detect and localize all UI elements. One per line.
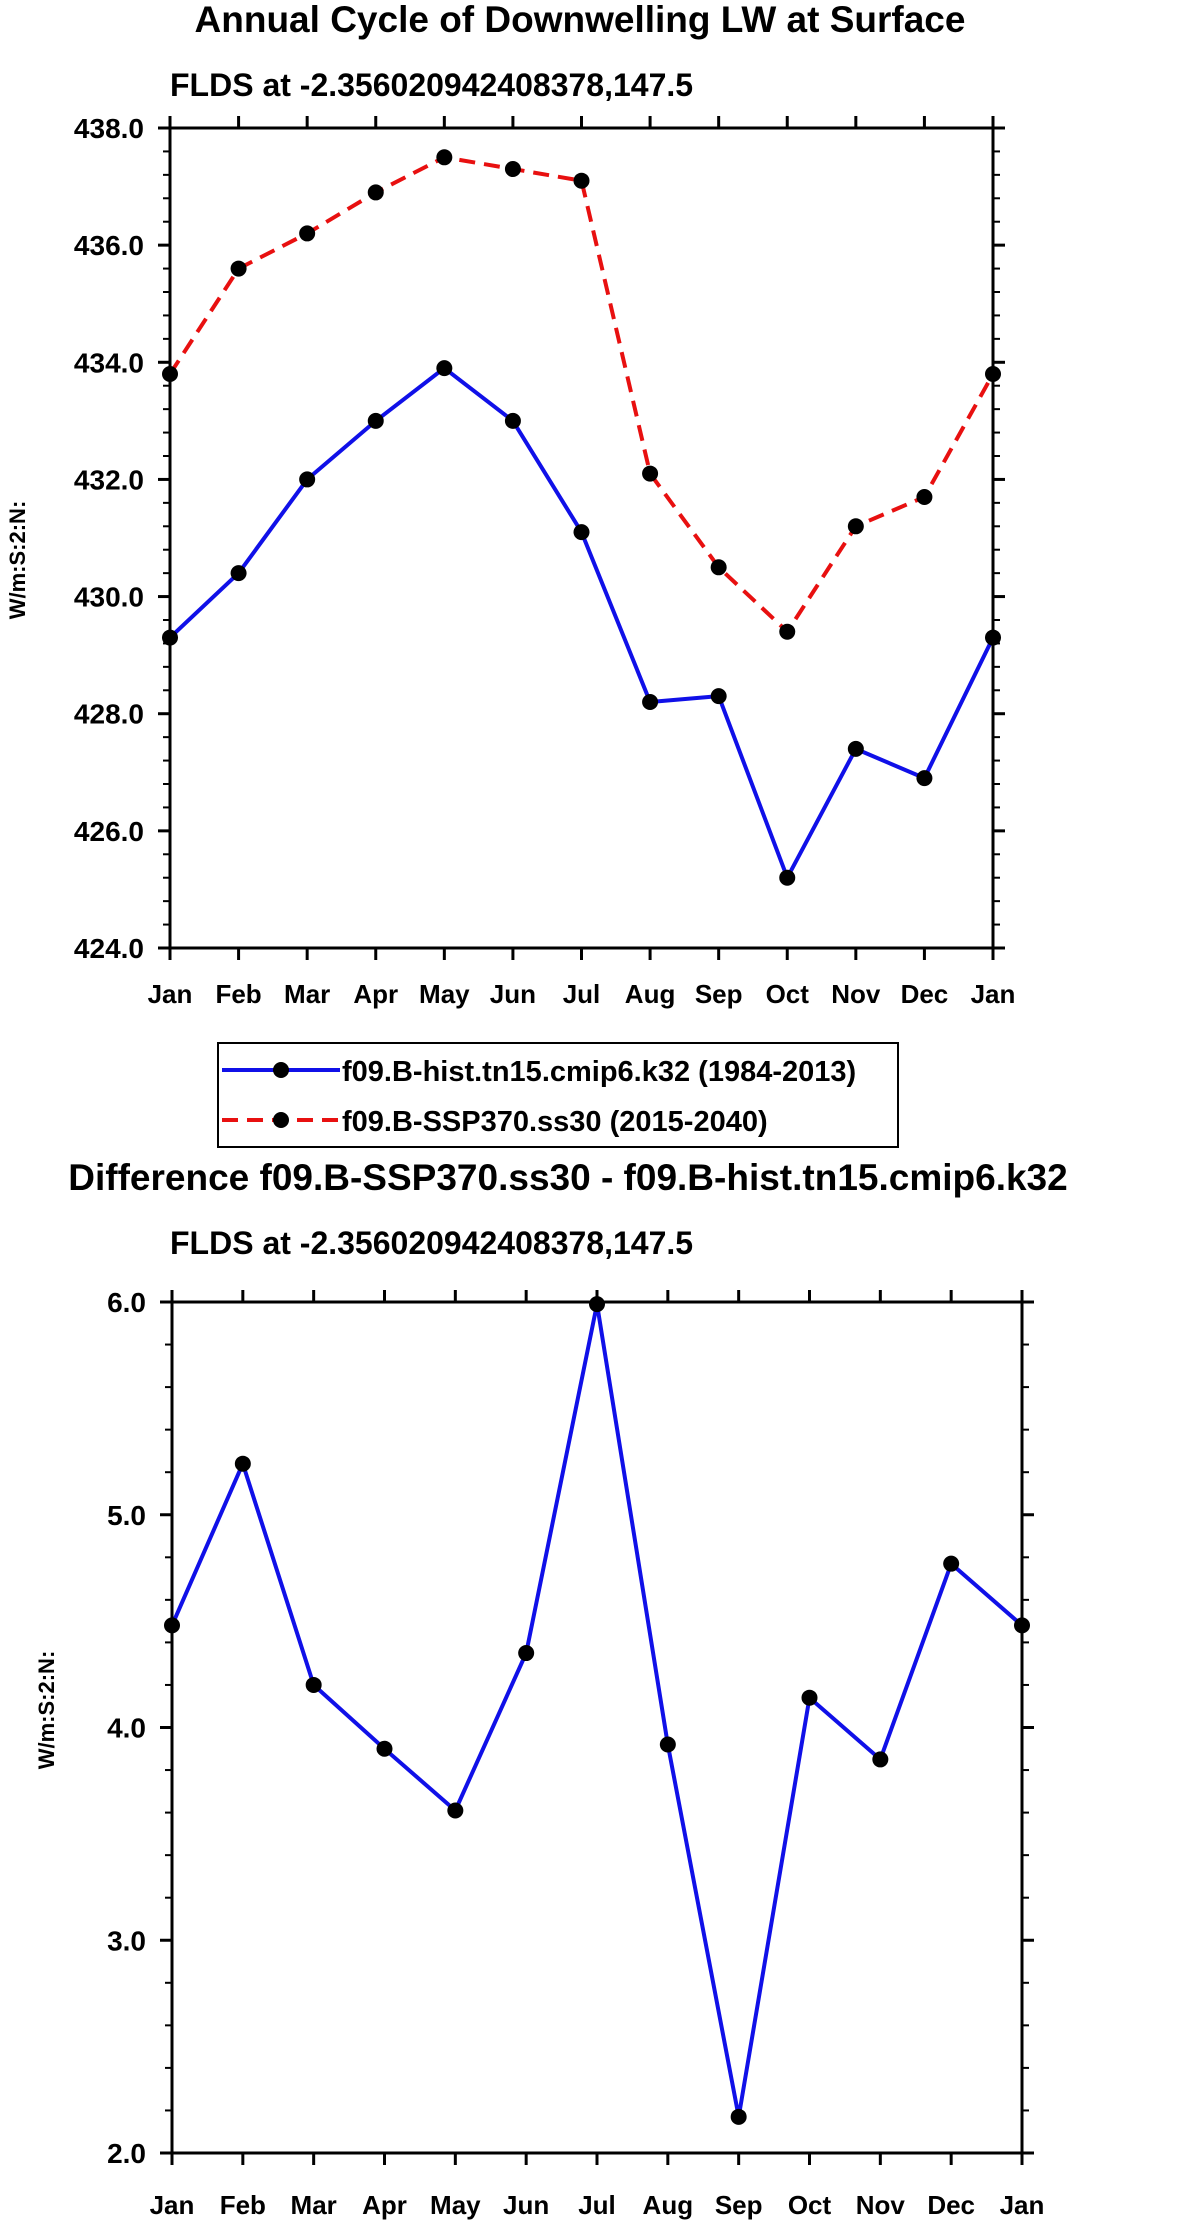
series-line-0	[168, 366, 995, 880]
data-point	[518, 1645, 535, 1662]
x-tick-label: Jun	[503, 2190, 549, 2220]
x-tick-label: Feb	[220, 2190, 266, 2220]
y-tick-label: 4.0	[107, 1713, 146, 1744]
data-point	[436, 149, 453, 166]
y-tick-label: 3.0	[107, 1925, 146, 1956]
annual-cycle-chart: Annual Cycle of Downwelling LW at Surfac…	[5, 0, 1015, 1009]
y-tick-label: 5.0	[107, 1500, 146, 1531]
y-tick-label: 438.0	[74, 113, 144, 144]
legend-label-hist: f09.B-hist.tn15.cmip6.k32 (1984-2013)	[342, 1056, 856, 1088]
data-point	[573, 172, 590, 189]
y-tick-label: 426.0	[74, 816, 144, 847]
x-tick-label: Nov	[856, 2190, 906, 2220]
data-point	[659, 1736, 676, 1753]
y-tick-label: 428.0	[74, 699, 144, 730]
x-tick-label: Feb	[215, 979, 261, 1009]
x-tick-label: May	[419, 979, 470, 1009]
data-point	[436, 360, 453, 377]
x-tick-label: Jan	[971, 979, 1016, 1009]
x-tick-label: May	[430, 2190, 481, 2220]
data-point	[447, 1802, 464, 1819]
data-point	[234, 1455, 251, 1472]
y-tick-label: 2.0	[107, 2138, 146, 2169]
chart-subtitle: FLDS at -2.356020942408378,147.5	[170, 67, 693, 103]
data-point	[230, 260, 247, 277]
y-tick-label: 434.0	[74, 347, 144, 378]
x-tick-label: Sep	[695, 979, 743, 1009]
data-point	[573, 524, 590, 541]
x-tick-label: Mar	[291, 2190, 337, 2220]
data-point	[367, 184, 384, 201]
chart-subtitle: FLDS at -2.356020942408378,147.5	[170, 1225, 693, 1261]
chart-title: Difference f09.B-SSP370.ss30 - f09.B-his…	[68, 1157, 1067, 1198]
data-point	[847, 518, 864, 535]
data-point	[779, 623, 796, 640]
y-tick-label: 436.0	[74, 230, 144, 261]
data-point	[589, 1296, 605, 1313]
x-tick-label: Oct	[788, 2190, 832, 2220]
data-point	[299, 471, 316, 488]
data-point	[162, 366, 178, 382]
data-point	[376, 1740, 393, 1757]
legend-marker-ssp	[273, 1112, 289, 1128]
data-point	[985, 366, 1001, 382]
data-point	[779, 869, 796, 886]
y-tick-label: 424.0	[74, 933, 144, 964]
x-tick-label: Jan	[1000, 2190, 1045, 2220]
data-point	[847, 740, 864, 757]
x-tick-label: Mar	[284, 979, 330, 1009]
data-point	[916, 770, 933, 787]
data-point	[504, 412, 521, 429]
data-point	[162, 629, 178, 646]
data-point	[872, 1751, 889, 1768]
data-point	[1014, 1617, 1030, 1634]
data-point	[916, 489, 933, 505]
x-tick-label: Apr	[362, 2190, 407, 2220]
x-tick-label: Dec	[901, 979, 949, 1009]
data-point	[305, 1676, 322, 1693]
x-tick-label: Jan	[150, 2190, 195, 2220]
plot-frame	[170, 1300, 1024, 2155]
data-point	[710, 559, 727, 576]
legend-box	[217, 1042, 899, 1148]
x-tick-label: Jan	[148, 979, 193, 1009]
data-point	[943, 1555, 960, 1572]
y-tick-label: 432.0	[74, 464, 144, 495]
data-point	[730, 2108, 747, 2125]
legend: f09.B-hist.tn15.cmip6.k32 (1984-2013) f0…	[217, 1042, 899, 1148]
legend-label-ssp: f09.B-SSP370.ss30 (2015-2040)	[342, 1106, 768, 1138]
difference-chart: Difference f09.B-SSP370.ss30 - f09.B-his…	[34, 1157, 1068, 2220]
data-point	[642, 465, 659, 482]
data-point	[985, 629, 1001, 646]
x-tick-label: Jul	[578, 2190, 616, 2220]
data-point	[299, 225, 316, 242]
y-axis-label: W/m:S:2:N:	[34, 1651, 59, 1770]
data-point	[230, 565, 247, 582]
x-tick-label: Aug	[643, 2190, 694, 2220]
data-point	[164, 1617, 180, 1634]
series-line-0	[170, 1302, 1024, 2119]
x-tick-label: Jul	[563, 979, 601, 1009]
data-point	[367, 412, 384, 429]
y-tick-label: 6.0	[107, 1287, 146, 1318]
x-tick-label: Apr	[353, 979, 398, 1009]
data-point	[710, 688, 727, 705]
chart-title: Annual Cycle of Downwelling LW at Surfac…	[195, 0, 966, 40]
y-axis-label: W/m:S:2:N:	[5, 501, 30, 620]
series-line-1	[168, 155, 995, 634]
x-tick-label: Jun	[490, 979, 536, 1009]
data-point	[801, 1689, 818, 1706]
x-tick-label: Dec	[927, 2190, 975, 2220]
x-tick-label: Sep	[715, 2190, 763, 2220]
data-point	[642, 694, 659, 710]
x-tick-label: Oct	[766, 979, 810, 1009]
x-tick-label: Nov	[831, 979, 881, 1009]
legend-marker-hist	[273, 1062, 289, 1078]
data-point	[504, 161, 521, 177]
x-tick-label: Aug	[625, 979, 676, 1009]
y-tick-label: 430.0	[74, 582, 144, 613]
